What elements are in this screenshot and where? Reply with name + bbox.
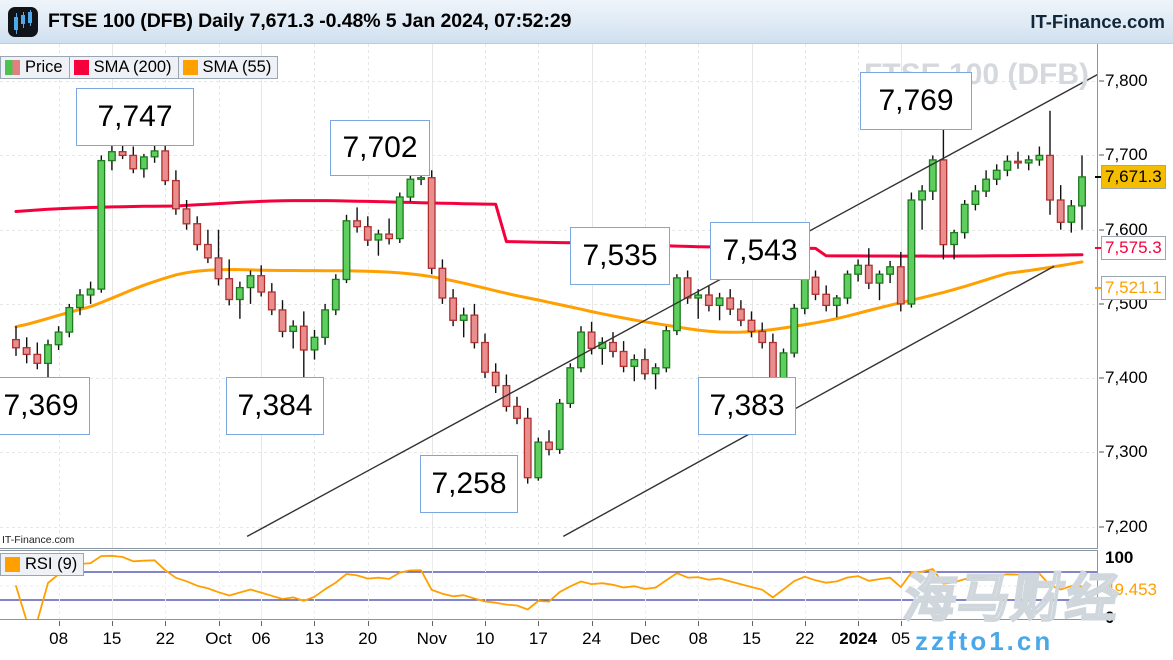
price-tick-mark xyxy=(1099,154,1104,156)
price-tag-marker xyxy=(1095,287,1101,290)
date-tick-label: Oct xyxy=(205,629,232,648)
date-tick-label: 08 xyxy=(688,629,708,648)
date-tick-mark xyxy=(58,621,60,626)
rsi-bottom-label: 0 xyxy=(1105,608,1115,627)
date-tick-label: 15 xyxy=(742,629,761,648)
price-annotation-7383[interactable]: 7,383 xyxy=(698,377,796,435)
sma55-price-tag[interactable]: 7,521.1 xyxy=(1101,276,1166,301)
date-tick-mark xyxy=(165,621,167,626)
rsi-top-label: 100 xyxy=(1105,548,1134,567)
price-tick-mark xyxy=(1099,451,1104,453)
date-tick-mark xyxy=(858,621,860,626)
date-tick-mark xyxy=(367,621,369,626)
legend-label-sma200: SMA (200) xyxy=(93,58,172,76)
price-tick-label: 7,700 xyxy=(1105,145,1148,165)
price-tick-label: 7,300 xyxy=(1105,442,1148,462)
date-tick-mark xyxy=(644,621,646,626)
date-tick-label: Dec xyxy=(629,629,661,648)
page-title: FTSE 100 (DFB) Daily 7,671.3 -0.48% 5 Ja… xyxy=(48,10,572,32)
price-chart-plot[interactable]: FTSE 100 (DFB) IT-Finance.com 7,747 7,702… xyxy=(0,44,1098,549)
sma200-swatch-icon xyxy=(73,60,89,75)
date-tick-label: Nov xyxy=(416,629,447,648)
date-tick-label: 22 xyxy=(155,629,175,648)
price-tick-label: 7,600 xyxy=(1105,219,1148,239)
date-tick-mark xyxy=(111,621,113,626)
price-axis[interactable]: 7,800 7,700 7,600 7,500 7,400 7,300 7,200 7,671… xyxy=(1095,44,1173,627)
date-tick-label: 08 xyxy=(49,629,69,648)
rsi-panel[interactable]: RSI (9) xyxy=(0,550,1098,620)
price-tick-mark xyxy=(1099,526,1104,528)
date-tick-mark xyxy=(698,621,700,626)
price-tick-label: 7,400 xyxy=(1105,368,1148,388)
legend-item-rsi[interactable]: RSI (9) xyxy=(0,553,85,576)
date-tick-mark xyxy=(751,621,753,626)
price-tag-marker xyxy=(1095,175,1101,178)
title-bar: FTSE 100 (DFB) Daily 7,671.3 -0.48% 5 Ja… xyxy=(0,0,1173,44)
price-tick-label: 7,200 xyxy=(1105,516,1148,536)
legend-label-sma55: SMA (55) xyxy=(202,58,272,76)
date-tick-mark xyxy=(431,621,433,626)
price-tag-marker xyxy=(1095,247,1101,249)
price-tick-mark xyxy=(1099,303,1104,305)
date-tick-label: 24 xyxy=(582,629,602,648)
date-axis: 08 15 22 Oct 06 13 20 Nov 10 17 24 Dec 08 15 22 2024 05 xyxy=(0,621,1098,660)
price-annotation-7543[interactable]: 7,543 xyxy=(710,222,810,280)
date-tick-mark xyxy=(261,621,263,626)
candlestick-app-icon xyxy=(8,6,38,37)
date-tick-mark xyxy=(591,621,593,626)
price-tick-label: 7,800 xyxy=(1105,71,1148,91)
date-tick-mark xyxy=(314,621,316,626)
date-tick-label: 06 xyxy=(251,629,271,648)
last-price-tag[interactable]: 7,671.3 xyxy=(1101,164,1166,189)
price-swatch-icon xyxy=(5,60,20,75)
legend-label-rsi: RSI (9) xyxy=(25,555,78,573)
date-tick-label: 13 xyxy=(305,629,324,648)
legend-item-price[interactable]: Price xyxy=(0,56,70,79)
date-tick-label: 15 xyxy=(102,629,122,648)
rsi-current-value: 49.453 xyxy=(1105,580,1157,599)
date-tick-label: 10 xyxy=(475,629,495,648)
legend-item-sma55[interactable]: SMA (55) xyxy=(177,56,279,79)
brand-logo: IT-Finance.com xyxy=(1030,10,1165,32)
plot-credit-text: IT-Finance.com xyxy=(2,534,75,546)
date-tick-label: 17 xyxy=(528,629,548,648)
sma55-swatch-icon xyxy=(182,60,198,75)
price-annotation-7535[interactable]: 7,535 xyxy=(570,227,670,285)
price-annotation-7769[interactable]: 7,769 xyxy=(860,72,972,130)
price-annotation-7369[interactable]: 7,369 xyxy=(0,377,90,435)
date-tick-label: 22 xyxy=(795,629,815,648)
price-annotation-7702[interactable]: 7,702 xyxy=(330,120,430,176)
price-tick-mark xyxy=(1099,377,1104,379)
candlestick-canvas xyxy=(0,44,1097,548)
date-tick-label: 20 xyxy=(358,629,378,648)
date-tick-mark xyxy=(485,621,487,626)
date-tick-mark xyxy=(218,621,220,626)
price-annotation-7384[interactable]: 7,384 xyxy=(226,377,324,435)
date-tick-label: 05 xyxy=(891,629,911,648)
legend-item-sma200[interactable]: SMA (200) xyxy=(68,56,179,79)
date-tick-mark xyxy=(804,621,806,626)
price-tick-mark xyxy=(1099,229,1104,231)
legend-label-price: Price xyxy=(25,58,63,76)
price-annotation-7747[interactable]: 7,747 xyxy=(76,88,194,146)
rsi-canvas xyxy=(0,551,1097,619)
date-tick-mark xyxy=(538,621,540,626)
date-tick-mark xyxy=(900,621,902,626)
indicator-legend: Price SMA (200) SMA (55) xyxy=(0,56,279,79)
price-tick-mark xyxy=(1099,80,1104,82)
date-tick-label: 2024 xyxy=(839,629,878,648)
price-annotation-7258[interactable]: 7,258 xyxy=(420,455,518,513)
rsi-swatch-icon xyxy=(5,557,20,572)
sma200-price-tag[interactable]: 7,575.3 xyxy=(1101,236,1166,260)
